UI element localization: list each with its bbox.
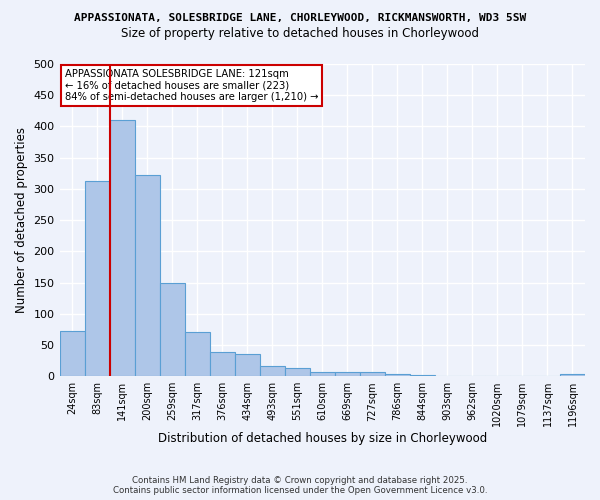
Bar — [185, 332, 209, 376]
Bar — [310, 372, 335, 376]
Text: Contains HM Land Registry data © Crown copyright and database right 2025.
Contai: Contains HM Land Registry data © Crown c… — [113, 476, 487, 495]
Bar — [410, 375, 435, 376]
Bar — [209, 352, 235, 376]
Bar — [385, 374, 410, 376]
Bar — [160, 282, 185, 376]
Bar — [110, 120, 134, 376]
Text: Size of property relative to detached houses in Chorleywood: Size of property relative to detached ho… — [121, 28, 479, 40]
Bar — [235, 354, 260, 376]
Bar — [335, 372, 360, 376]
X-axis label: Distribution of detached houses by size in Chorleywood: Distribution of detached houses by size … — [158, 432, 487, 445]
Bar — [59, 332, 85, 376]
Bar — [360, 372, 385, 376]
Text: APPASSIONATA SOLESBRIDGE LANE: 121sqm
← 16% of detached houses are smaller (223): APPASSIONATA SOLESBRIDGE LANE: 121sqm ← … — [65, 68, 318, 102]
Bar — [260, 366, 285, 376]
Bar — [134, 174, 160, 376]
Bar — [85, 181, 110, 376]
Y-axis label: Number of detached properties: Number of detached properties — [15, 127, 28, 313]
Text: APPASSIONATA, SOLESBRIDGE LANE, CHORLEYWOOD, RICKMANSWORTH, WD3 5SW: APPASSIONATA, SOLESBRIDGE LANE, CHORLEYW… — [74, 12, 526, 22]
Bar — [285, 368, 310, 376]
Bar — [560, 374, 585, 376]
